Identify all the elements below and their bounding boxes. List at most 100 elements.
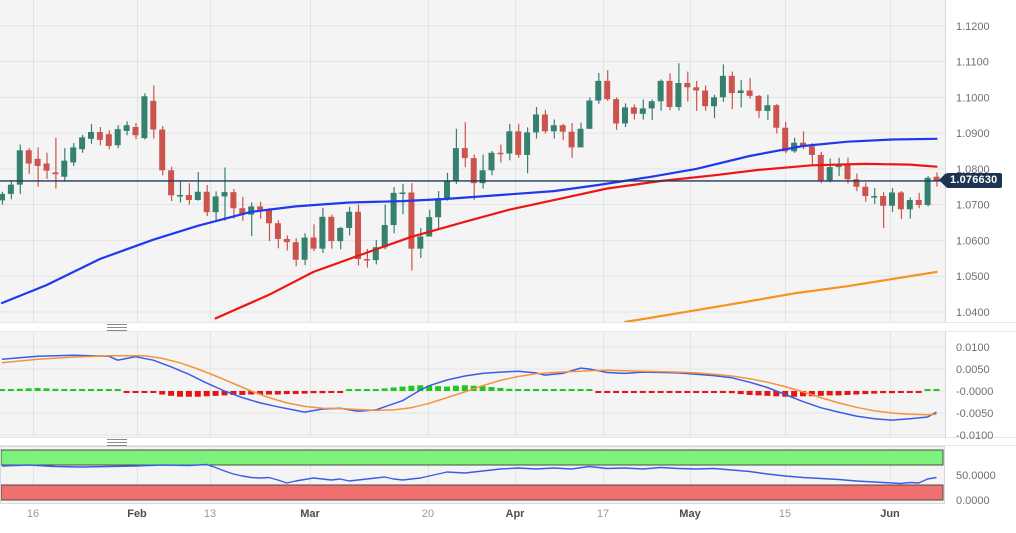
macd-histogram-bar bbox=[844, 390, 851, 395]
candle-body bbox=[141, 96, 148, 139]
axis-tick-label: -0.0050 bbox=[956, 408, 993, 420]
macd-histogram-bar bbox=[675, 390, 682, 393]
macd-histogram-bar bbox=[728, 390, 735, 394]
macd-histogram-bar bbox=[43, 388, 50, 391]
candle-body bbox=[817, 154, 824, 181]
axis-tick-label: 1.1200 bbox=[956, 21, 990, 33]
candle-body bbox=[70, 147, 77, 163]
macd-histogram-bar bbox=[105, 388, 112, 391]
macd-histogram-bar bbox=[666, 390, 673, 393]
macd-histogram-bar bbox=[541, 388, 548, 391]
candle-body bbox=[524, 132, 531, 155]
macd-histogram-bar bbox=[230, 390, 237, 395]
candle-body bbox=[515, 131, 522, 155]
macd-histogram-bar bbox=[479, 386, 486, 391]
macd-histogram-bar bbox=[274, 390, 281, 395]
macd-histogram-bar bbox=[746, 390, 753, 395]
macd-histogram-bar bbox=[737, 390, 744, 395]
macd-histogram-bar bbox=[381, 388, 388, 391]
candle-body bbox=[292, 242, 299, 260]
macd-histogram-bar bbox=[355, 388, 361, 391]
candle-body bbox=[470, 158, 477, 184]
candle-body bbox=[310, 237, 317, 249]
candle-body bbox=[924, 177, 931, 206]
macd-histogram-bar bbox=[328, 390, 335, 393]
candle-body bbox=[604, 80, 611, 100]
candle-body bbox=[221, 192, 228, 197]
candle-body bbox=[319, 216, 326, 249]
macd-panel-bg bbox=[0, 332, 945, 437]
macd-histogram-bar bbox=[417, 385, 424, 391]
candle-body bbox=[212, 196, 219, 213]
macd-histogram-bar bbox=[924, 388, 931, 391]
macd-histogram-bar bbox=[52, 388, 59, 391]
macd-histogram-bar bbox=[889, 390, 895, 394]
macd-histogram-bar bbox=[283, 390, 290, 395]
macd-histogram-bar bbox=[292, 390, 299, 395]
candle-body bbox=[105, 134, 112, 146]
panel-separator[interactable] bbox=[0, 437, 1016, 446]
candle-body bbox=[479, 170, 486, 184]
candle-body bbox=[488, 152, 495, 171]
macd-histogram-bar bbox=[595, 390, 602, 393]
time-tick-label: 16 bbox=[27, 508, 39, 520]
candle-body bbox=[773, 105, 780, 128]
candle-body bbox=[25, 150, 32, 164]
candle-body bbox=[168, 170, 175, 196]
macd-histogram-bar bbox=[70, 388, 77, 391]
panel-separator[interactable] bbox=[0, 322, 1016, 332]
candle-body bbox=[132, 127, 139, 136]
candle-body bbox=[639, 108, 646, 114]
macd-histogram-bar bbox=[61, 388, 68, 391]
candle-body bbox=[782, 127, 789, 152]
axis-gutter bbox=[945, 0, 1016, 533]
macd-histogram-bar bbox=[684, 390, 691, 393]
macd-histogram-bar bbox=[96, 388, 103, 391]
candle-body bbox=[408, 192, 415, 249]
macd-histogram-bar bbox=[506, 388, 513, 391]
macd-histogram-bar bbox=[915, 390, 922, 393]
candle-body bbox=[159, 129, 166, 171]
candle-body bbox=[426, 217, 433, 237]
candle-body bbox=[871, 196, 878, 198]
candle-body bbox=[826, 167, 833, 181]
candle-body bbox=[239, 208, 246, 215]
macd-histogram-bar bbox=[791, 390, 798, 397]
macd-histogram-bar bbox=[755, 390, 762, 396]
time-tick-label: 20 bbox=[422, 508, 434, 520]
panel-resize-handle-rsi[interactable] bbox=[107, 439, 127, 446]
macd-histogram-bar bbox=[719, 390, 726, 393]
macd-histogram-bar bbox=[257, 390, 264, 395]
axis-tick-label: 1.0800 bbox=[956, 164, 990, 176]
axis-tick-label: 1.1000 bbox=[956, 92, 990, 104]
candle-body bbox=[248, 206, 255, 215]
macd-histogram-bar bbox=[764, 390, 771, 396]
macd-histogram-bar bbox=[79, 388, 86, 391]
candle-body bbox=[835, 164, 842, 168]
candle-body bbox=[880, 196, 887, 206]
ma-slow-orange-line bbox=[623, 270, 938, 324]
macd-histogram-bar bbox=[390, 387, 397, 391]
candle-body bbox=[889, 192, 895, 206]
macd-histogram-bar bbox=[319, 390, 326, 394]
current-price-value: 1.076630 bbox=[950, 174, 998, 186]
candle-body bbox=[800, 142, 806, 147]
candle-body bbox=[853, 179, 860, 187]
macd-histogram-bar bbox=[266, 390, 272, 395]
macd-histogram-bar bbox=[310, 390, 317, 394]
candle-body bbox=[613, 99, 620, 124]
macd-histogram-bar bbox=[853, 390, 860, 395]
macd-histogram-bar bbox=[497, 387, 504, 391]
macd-histogram-bar bbox=[568, 388, 575, 391]
axis-tick-label: 1.0400 bbox=[956, 307, 990, 319]
panel-resize-handle-macd[interactable] bbox=[107, 324, 127, 331]
macd-histogram-bar bbox=[906, 390, 913, 393]
candle-body bbox=[906, 199, 913, 210]
candle-body bbox=[675, 83, 682, 107]
macd-histogram-bar bbox=[630, 390, 637, 393]
macd-histogram-bar bbox=[337, 390, 344, 393]
macd-histogram-bar bbox=[372, 388, 379, 391]
candle-body bbox=[274, 223, 281, 239]
